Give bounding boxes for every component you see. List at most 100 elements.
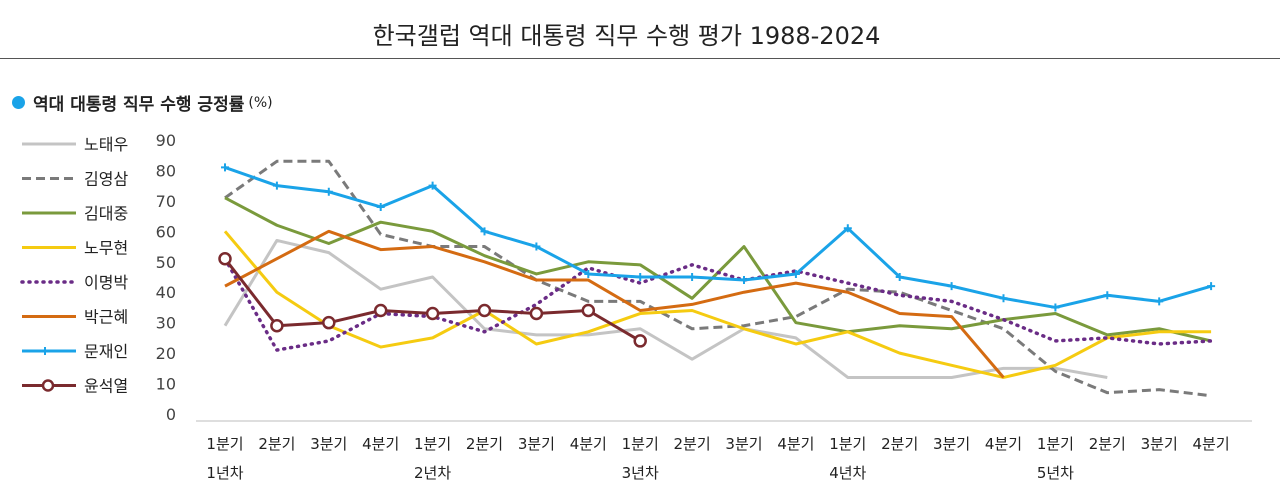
- legend-label: 노무현: [84, 239, 128, 258]
- x-tick-label: 4분기: [1193, 435, 1230, 453]
- x-tick-label: 2분기: [881, 435, 918, 453]
- data-point: [373, 303, 388, 318]
- y-tick-label: 30: [156, 314, 176, 333]
- y-tick-label: 50: [156, 253, 176, 272]
- bullet-dot-icon: [12, 96, 25, 109]
- y-tick-label: 60: [156, 222, 176, 241]
- data-point: [480, 227, 489, 236]
- x-tick-label: 1분기: [622, 435, 659, 453]
- year-label: 5년차: [1037, 464, 1074, 482]
- x-tick-label: 4분기: [777, 435, 814, 453]
- legend-item: 김대중: [22, 204, 128, 223]
- legend-marker: [41, 379, 55, 392]
- data-point: [529, 306, 544, 321]
- x-axis: 1분기 2분기 3분기 4분기 1분기 2분기 3분기 4분기 1분기 2분기 3분기 4분기 1분기 2…: [196, 420, 1252, 482]
- series-8: [218, 251, 647, 348]
- x-tick-label: 1분기: [829, 435, 866, 453]
- legend-label: 이명박: [84, 273, 128, 292]
- year-label: 1년차: [206, 464, 243, 482]
- series-6: [224, 229, 1005, 379]
- data-point: [581, 303, 596, 318]
- series-lines: [218, 159, 1216, 398]
- y-tick-label: 70: [156, 192, 176, 211]
- data-point: [425, 306, 440, 321]
- data-point: [376, 202, 385, 211]
- x-tick-label: 1분기: [1037, 435, 1074, 453]
- legend-label: 김영삼: [84, 170, 128, 189]
- x-tick-label: 3분기: [725, 435, 762, 453]
- data-point: [895, 273, 904, 281]
- data-point: [584, 269, 593, 278]
- legend-label: 윤석열: [84, 377, 128, 396]
- chart-title: 한국갤럽 역대 대통령 직무 수행 평가 1988-2024: [372, 22, 881, 50]
- data-point: [270, 318, 284, 333]
- series-line: [224, 165, 1212, 309]
- data-point: [1155, 297, 1164, 306]
- data-point: [477, 303, 492, 318]
- y-tick-label: 20: [156, 344, 176, 363]
- title-divider: [0, 58, 1280, 59]
- data-point: [1051, 303, 1060, 312]
- x-tick-label: 2분기: [1089, 435, 1126, 453]
- x-tick-label: 3분기: [933, 435, 970, 453]
- data-point: [791, 269, 800, 278]
- legend-item: 김영삼: [22, 170, 128, 189]
- series-2: [224, 159, 1212, 398]
- data-point: [636, 273, 645, 281]
- data-point: [1207, 282, 1216, 291]
- data-point: [324, 187, 333, 196]
- y-tick-label: 10: [156, 375, 176, 394]
- y-tick-label: 40: [156, 283, 176, 302]
- data-point: [221, 163, 229, 172]
- x-tick-label: 3분기: [310, 435, 347, 453]
- data-point: [428, 181, 437, 190]
- y-axis: 0 10 20 30 40 50 60 70 80 90: [156, 131, 176, 424]
- data-point: [740, 276, 748, 285]
- series-5: [223, 256, 1213, 352]
- data-point: [999, 294, 1008, 303]
- data-point: [688, 273, 697, 281]
- data-point: [218, 251, 232, 266]
- legend-label: 노태우: [84, 135, 128, 154]
- legend-item: 박근혜: [22, 308, 128, 327]
- x-tick-label: 4분기: [985, 435, 1022, 453]
- series-1: [223, 238, 1108, 379]
- series-line: [223, 256, 1213, 352]
- legend-label: 문재인: [84, 342, 128, 361]
- series-line: [224, 229, 1005, 379]
- legend-marker: [41, 347, 49, 355]
- x-tick-label: 4분기: [362, 435, 399, 453]
- data-point: [947, 282, 956, 291]
- series-line: [223, 230, 1212, 379]
- legend-label: 박근혜: [84, 308, 128, 327]
- y-tick-label: 0: [166, 405, 176, 424]
- y-tick-label: 90: [156, 131, 176, 150]
- legend-item: 이명박: [20, 273, 128, 292]
- legend-item: 윤석열: [22, 377, 128, 396]
- subtitle-unit: (%): [248, 94, 273, 111]
- x-tick-label: 3분기: [518, 435, 555, 453]
- year-label: 2년차: [414, 464, 451, 482]
- subtitle-text: 역대 대통령 직무 수행 긍정률: [33, 95, 245, 115]
- series-line: [224, 159, 1212, 398]
- data-point: [633, 334, 647, 348]
- x-tick-label: 2분기: [258, 435, 295, 453]
- legend-item: 노무현: [22, 239, 128, 258]
- series-7: [221, 163, 1216, 312]
- legend-label: 김대중: [84, 204, 128, 223]
- series-4: [223, 230, 1212, 379]
- data-point: [843, 224, 852, 233]
- chart-subtitle: 역대 대통령 직무 수행 긍정률 (%): [12, 90, 273, 115]
- y-tick-label: 80: [156, 161, 176, 180]
- x-tick-label: 1분기: [206, 435, 243, 453]
- x-tick-label: 4분기: [570, 435, 607, 453]
- data-point: [532, 242, 541, 251]
- x-tick-label: 2분기: [466, 435, 503, 453]
- data-point: [322, 315, 336, 330]
- legend-item: 노태우: [22, 135, 128, 154]
- legend-item: 문재인: [22, 342, 128, 361]
- data-point: [1103, 291, 1112, 300]
- year-label: 4년차: [829, 464, 866, 482]
